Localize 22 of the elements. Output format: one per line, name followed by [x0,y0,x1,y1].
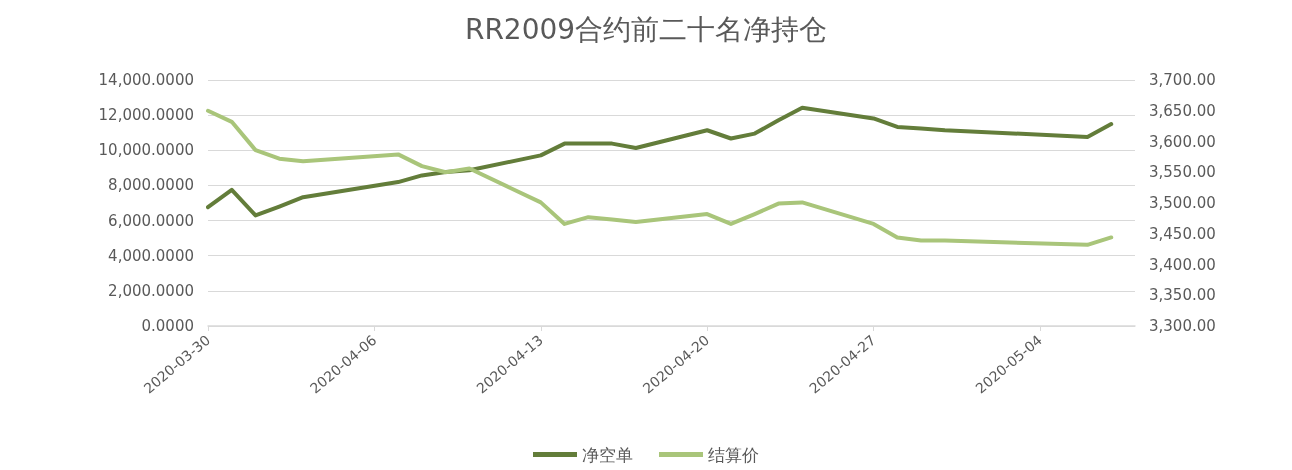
y2-tick-label: 3,300.00 [1149,317,1216,335]
y2-tick-label: 3,550.00 [1149,163,1216,182]
y-tick-label: 6,000.0000 [108,211,194,230]
y2-tick-label: 3,650.00 [1149,101,1216,120]
y2-tick-label: 3,600.00 [1149,132,1216,151]
legend-label: 净空单 [582,444,633,465]
line-series [206,105,1114,218]
y-tick-label: 4,000.0000 [108,246,194,265]
chart-title: RR2009合约前二十名净持仓 [464,12,828,46]
y-tick-label: 12,000.0000 [98,106,194,125]
y-tick-label: 2,000.0000 [108,281,194,300]
y2-tick-label: 3,450.00 [1149,224,1216,243]
y2-tick-label: 3,500.00 [1149,194,1216,212]
y2-tick-label: 3,400.00 [1149,255,1216,274]
y-tick-label: 14,000.0000 [98,71,194,89]
legend-label: 结算价 [708,444,759,465]
y-tick-label: 8,000.0000 [108,176,194,195]
y2-tick-label: 3,350.00 [1149,286,1216,305]
y2-tick-label: 3,700.00 [1149,71,1216,89]
y-tick-label: 10,000.0000 [98,141,194,160]
y-tick-label: 0.0000 [141,317,194,335]
line-series [206,108,1114,247]
